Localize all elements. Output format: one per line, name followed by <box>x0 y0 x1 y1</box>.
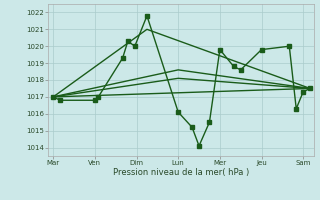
X-axis label: Pression niveau de la mer( hPa ): Pression niveau de la mer( hPa ) <box>113 168 249 177</box>
